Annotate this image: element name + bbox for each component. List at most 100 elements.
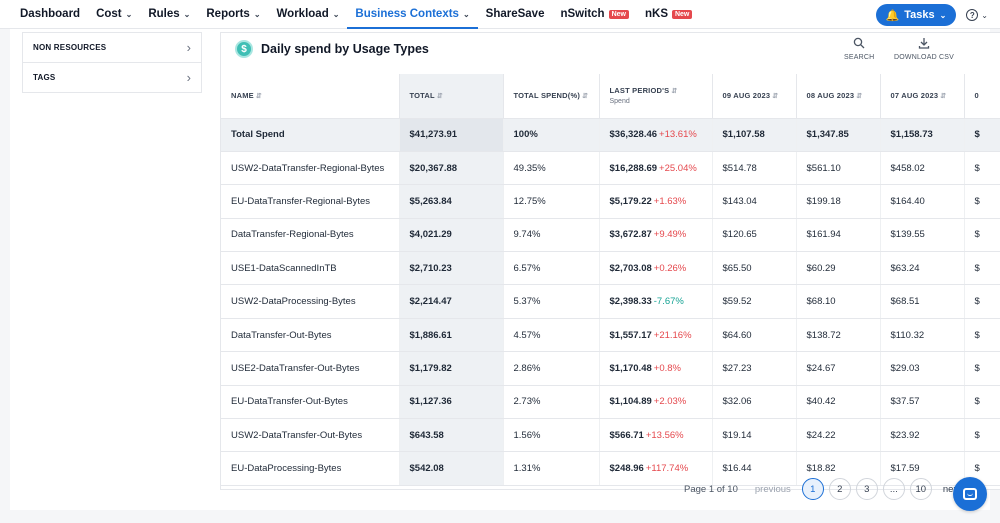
col-total-pct-header[interactable]: TOTAL SPEND(%) ⇵ — [503, 74, 600, 119]
nav-item-dashboard[interactable]: Dashboard — [12, 0, 88, 28]
sort-icon: ⇵ — [436, 93, 443, 101]
change-percent: +1.63% — [653, 195, 687, 207]
help-menu[interactable]: ? ⌄ — [966, 9, 988, 21]
chevron-down-icon: ⌄ — [253, 9, 261, 19]
last-period-value: $1,557.17 — [609, 329, 652, 341]
cell-date1: $1,107.58 — [712, 118, 797, 152]
cell-name: USE1-DataScannedInTB — [221, 251, 400, 286]
header-sublabel: Spend — [609, 98, 630, 106]
sort-icon: ⇵ — [772, 93, 779, 101]
cell-date2: $1,347.85 — [796, 118, 881, 152]
col-name-header[interactable]: NAME ⇵ — [221, 74, 400, 119]
search-icon — [853, 37, 865, 51]
cell-date2: $199.18 — [796, 184, 881, 219]
col-total-header[interactable]: TOTAL ⇵ — [399, 74, 504, 119]
table-header-row: NAME ⇵ TOTAL ⇵ TOTAL SPEND(%) ⇵ LAST PERIOD… — [221, 74, 1000, 119]
cell-name: USW2-DataTransfer-Regional-Bytes — [221, 151, 400, 186]
cell-date1: $64.60 — [712, 318, 797, 353]
table-row[interactable]: USE1-DataScannedInTB $2,710.23 6.57% $2,703… — [221, 251, 1000, 286]
last-period-value: $248.96 — [609, 463, 644, 475]
dollar-icon: $ — [235, 40, 253, 58]
cell-last-period: $1,170.48 +0.8% — [599, 351, 713, 386]
cell-last-period: $16,288.69 +25.04% — [599, 151, 713, 186]
cell-total-pct: 6.57% — [503, 251, 600, 286]
filter-non-resources[interactable]: NON RESOURCES › — [23, 32, 201, 62]
cell-last-period: $2,398.33 -7.67% — [599, 284, 713, 319]
cell-total-pct: 1.56% — [503, 418, 600, 453]
filter-tags[interactable]: TAGS › — [23, 62, 201, 92]
cell-total-pct: 4.57% — [503, 318, 600, 353]
cell-last-period: $248.96 +117.74% — [599, 451, 713, 486]
table-body: Total Spend $41,273.91 100% $36,328.46 +13.6… — [221, 118, 1000, 486]
cell-date4: $ — [964, 118, 1000, 152]
page-ellipsis[interactable]: ... — [882, 478, 905, 500]
col-date4-header[interactable]: 0 — [964, 74, 1000, 119]
new-badge: New — [671, 9, 693, 19]
header-label: NAME — [231, 91, 254, 101]
col-date2-header[interactable]: 08 AUG 2023 ⇵ — [796, 74, 881, 119]
nav-item-rules[interactable]: Rules ⌄ — [140, 0, 198, 28]
tasks-button[interactable]: 🔔 Tasks ⌄ — [875, 4, 957, 26]
change-percent: +13.61% — [659, 129, 697, 141]
chevron-right-icon: › — [186, 40, 191, 55]
col-date3-header[interactable]: 07 AUG 2023 ⇵ — [880, 74, 965, 119]
change-percent: +21.16% — [653, 329, 692, 341]
table-row[interactable]: USW2-DataTransfer-Out-Bytes $643.58 1.56% $… — [221, 418, 1000, 453]
page-button[interactable]: 3 — [855, 478, 878, 500]
table-row[interactable]: EU-DataProcessing-Bytes $542.08 1.31% $248.… — [221, 451, 1000, 486]
download-csv-button[interactable]: DOWNLOAD CSV — [894, 37, 954, 61]
cell-date1: $59.52 — [712, 284, 797, 319]
page-button[interactable]: 10 — [909, 478, 932, 500]
previous-link[interactable]: previous — [754, 483, 791, 495]
top-nav: Dashboard Cost ⌄ Rules ⌄ Reports ⌄ Workload ⌄ Bus… — [0, 0, 1000, 29]
table-row[interactable]: EU-DataTransfer-Regional-Bytes $5,263.84 1… — [221, 184, 1000, 219]
cell-total-pct: 1.31% — [503, 451, 600, 486]
col-last-period-header[interactable]: LAST PERIOD'S ⇵ Spend — [599, 74, 713, 119]
change-percent: +13.56% — [645, 429, 684, 441]
table-row[interactable]: USE2-DataTransfer-Out-Bytes $1,179.82 2.86… — [221, 351, 1000, 386]
search-button[interactable]: SEARCH — [844, 37, 874, 61]
cell-total-pct: 5.37% — [503, 284, 600, 319]
nav-item-cost[interactable]: Cost ⌄ — [88, 0, 140, 28]
cell-date3: $29.03 — [880, 351, 965, 386]
last-period-value: $3,672.87 — [609, 229, 652, 241]
cell-name: DataTransfer-Out-Bytes — [221, 318, 400, 353]
chevron-down-icon: ⌄ — [981, 10, 988, 20]
nav-item-nswitch[interactable]: nSwitch New — [552, 0, 637, 28]
cell-date1: $19.14 — [712, 418, 797, 453]
page-button[interactable]: 2 — [828, 478, 851, 500]
last-period-value: $1,170.48 — [609, 362, 652, 374]
nav-item-label: Rules — [148, 8, 180, 20]
cell-date3: $68.51 — [880, 284, 965, 319]
new-badge: New — [608, 9, 629, 19]
chevron-down-icon: ⌄ — [183, 9, 191, 19]
nav-item-nks[interactable]: nKS New — [637, 0, 700, 28]
total-row[interactable]: Total Spend $41,273.91 100% $36,328.46 +13.6… — [221, 118, 1000, 152]
table-row[interactable]: USW2-DataProcessing-Bytes $2,214.47 5.37% $… — [221, 284, 1000, 319]
table-row[interactable]: USW2-DataTransfer-Regional-Bytes $20,367.… — [221, 151, 1000, 186]
cell-total-pct: 100% — [503, 118, 600, 152]
cell-date1: $27.23 — [712, 351, 797, 386]
page-button[interactable]: 1 — [801, 478, 824, 500]
cell-last-period: $3,672.87 +9.49% — [599, 218, 713, 253]
next-link[interactable]: next — [942, 483, 961, 495]
table-row[interactable]: EU-DataTransfer-Out-Bytes $1,127.36 2.73% $… — [221, 385, 1000, 420]
nav-item-label: Dashboard — [20, 8, 81, 20]
cell-date2: $68.10 — [796, 284, 881, 319]
nav-item-business-contexts[interactable]: Business Contexts ⌄ — [347, 0, 478, 29]
table-row[interactable]: DataTransfer-Regional-Bytes $4,021.29 9.74… — [221, 218, 1000, 253]
chevron-down-icon: ⌄ — [125, 9, 133, 19]
col-date1-header[interactable]: 09 AUG 2023 ⇵ — [712, 74, 797, 119]
chat-launcher-button[interactable] — [953, 477, 987, 511]
filter-label: TAGS — [33, 73, 56, 82]
nav-item-sharesave[interactable]: ShareSave — [478, 0, 553, 28]
table-row[interactable]: DataTransfer-Out-Bytes $1,886.61 4.57% $1,5… — [221, 318, 1000, 353]
header-label: TOTAL — [409, 91, 435, 101]
nav-items: Dashboard Cost ⌄ Rules ⌄ Reports ⌄ Workload ⌄ Bus… — [0, 0, 700, 29]
cell-total: $5,263.84 — [399, 184, 504, 219]
cell-total-pct: 9.74% — [503, 218, 600, 253]
nav-item-reports[interactable]: Reports ⌄ — [198, 0, 268, 28]
nav-item-workload[interactable]: Workload ⌄ — [269, 0, 348, 28]
cell-name: Total Spend — [221, 118, 400, 152]
cell-date3: $37.57 — [880, 385, 965, 420]
